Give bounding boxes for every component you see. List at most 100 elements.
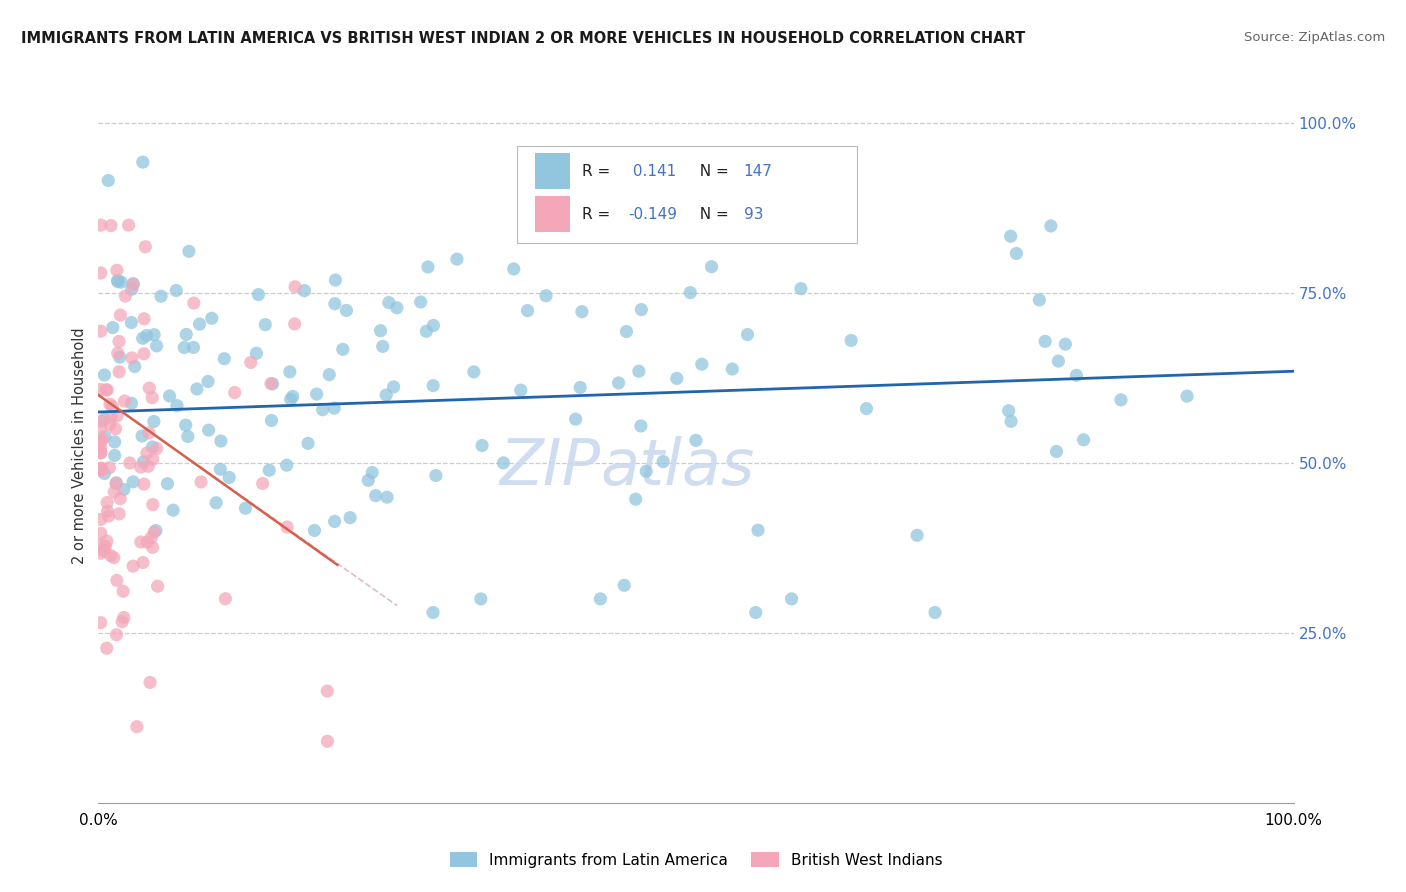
Point <box>94 429 117 443</box>
Point <box>276 520 298 534</box>
Point <box>90 434 112 449</box>
Point <box>90 512 112 526</box>
Point <box>136 459 159 474</box>
Point <box>108 507 131 521</box>
Point <box>105 475 128 490</box>
Bar <box>534 196 571 232</box>
Point <box>138 381 160 395</box>
Point <box>1073 433 1095 447</box>
Point <box>90 526 112 541</box>
Text: -0.149: -0.149 <box>628 207 676 221</box>
Point <box>260 376 283 391</box>
Point <box>245 346 267 360</box>
Point <box>108 334 131 349</box>
Point <box>108 350 131 364</box>
Point <box>422 378 444 392</box>
Point <box>197 375 219 389</box>
Point <box>1054 337 1077 351</box>
Point <box>186 382 208 396</box>
Point <box>124 359 146 374</box>
Point <box>502 262 524 277</box>
Text: Source: ZipAtlas.com: Source: ZipAtlas.com <box>1244 31 1385 45</box>
Point <box>141 391 163 405</box>
Point <box>90 446 112 460</box>
Point <box>90 218 112 232</box>
Point <box>159 389 181 403</box>
Point <box>516 303 538 318</box>
Point <box>90 538 112 552</box>
Point <box>105 409 128 423</box>
Legend: Immigrants from Latin America, British West Indians: Immigrants from Latin America, British W… <box>443 846 949 873</box>
Point <box>183 296 205 310</box>
Text: 93: 93 <box>744 207 763 221</box>
Point <box>446 252 468 266</box>
Point <box>780 591 803 606</box>
Point <box>143 525 166 540</box>
Point <box>205 496 228 510</box>
Point <box>409 295 432 310</box>
Point <box>188 317 211 331</box>
Point <box>1033 334 1056 349</box>
Point <box>142 498 165 512</box>
Point <box>564 412 586 426</box>
Point <box>624 492 647 507</box>
Point <box>294 284 316 298</box>
Point <box>177 429 200 443</box>
Point <box>747 523 769 537</box>
Point <box>132 477 155 491</box>
Point <box>100 549 122 563</box>
Point <box>107 273 129 287</box>
Bar <box>534 153 571 189</box>
Point <box>93 368 115 382</box>
Point <box>162 503 184 517</box>
Point <box>104 449 127 463</box>
Point <box>905 528 928 542</box>
Point <box>794 211 817 226</box>
Point <box>1045 444 1067 458</box>
Point <box>103 550 125 565</box>
Point <box>145 524 167 538</box>
Point <box>96 534 118 549</box>
Point <box>685 434 707 448</box>
Point <box>90 383 112 397</box>
Point <box>652 454 675 468</box>
Point <box>316 684 339 698</box>
Point <box>607 376 630 390</box>
Point <box>94 540 117 554</box>
Point <box>1066 368 1088 383</box>
Point <box>110 275 132 289</box>
Point <box>281 389 304 403</box>
Point <box>616 325 638 339</box>
Point <box>745 606 768 620</box>
Point <box>98 417 121 432</box>
Point <box>332 343 354 357</box>
Point <box>323 401 346 416</box>
Point <box>96 641 118 656</box>
Point <box>132 556 155 570</box>
Point <box>463 365 485 379</box>
Point <box>382 380 405 394</box>
Point <box>142 415 165 429</box>
Point <box>122 475 145 489</box>
Point <box>135 446 157 460</box>
Point <box>262 376 284 391</box>
Point <box>471 438 494 452</box>
Point <box>318 368 340 382</box>
Point <box>105 628 128 642</box>
Point <box>855 401 877 416</box>
Point <box>305 387 328 401</box>
Point <box>118 456 141 470</box>
Point <box>90 615 112 630</box>
Point <box>114 289 136 303</box>
Point <box>134 240 156 254</box>
Text: N =: N = <box>690 207 734 221</box>
Point <box>90 463 112 477</box>
Point <box>700 260 723 274</box>
Point <box>339 510 361 524</box>
Point <box>108 365 131 379</box>
Point <box>131 429 153 443</box>
Point <box>104 422 127 436</box>
Point <box>375 490 398 504</box>
Point <box>509 383 531 397</box>
Point <box>690 357 713 371</box>
